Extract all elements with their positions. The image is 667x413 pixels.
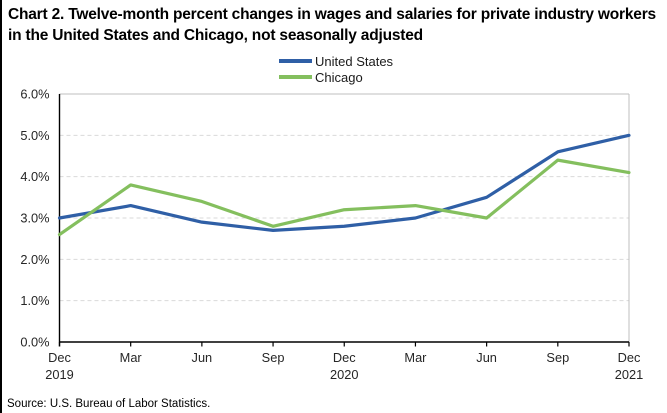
united-states-series-line xyxy=(57,133,631,232)
x-tick-year-label: 2019 xyxy=(45,367,73,382)
y-tick-label: 4.0% xyxy=(20,169,49,184)
x-tick-year-label: 2020 xyxy=(330,367,358,382)
y-tick-label: 5.0% xyxy=(20,128,49,143)
legend-item-united-states: United States xyxy=(279,53,393,69)
x-tick-year-label: 2021 xyxy=(615,367,643,382)
legend: United States Chicago xyxy=(279,53,393,85)
x-tick-label: Dec xyxy=(618,350,641,365)
legend-item-chicago: Chicago xyxy=(279,69,393,85)
source-note: Source: U.S. Bureau of Labor Statistics. xyxy=(7,398,211,410)
x-tick-label: Jun xyxy=(476,350,497,365)
x-tick-label: Dec xyxy=(333,350,356,365)
legend-label-united-states: United States xyxy=(315,53,394,69)
x-tick-label: Sep xyxy=(262,350,285,365)
x-tick-label: Dec xyxy=(48,350,71,365)
y-tick-label: 3.0% xyxy=(20,211,49,226)
chart-title: Chart 2. Twelve-month percent changes in… xyxy=(8,6,656,44)
y-tick-label: 0.0% xyxy=(20,335,49,350)
chicago-series-line xyxy=(57,158,631,237)
y-tick-label: 6.0% xyxy=(20,87,49,102)
x-tick-label: Mar xyxy=(120,350,143,365)
chicago-line-swatch xyxy=(279,75,312,79)
y-tick-label: 2.0% xyxy=(20,252,49,267)
legend-label-chicago: Chicago xyxy=(315,69,363,85)
united-states-line-swatch xyxy=(279,59,312,63)
x-tick-label: Mar xyxy=(404,350,427,365)
x-tick-label: Jun xyxy=(192,350,213,365)
y-tick-label: 1.0% xyxy=(20,293,49,308)
x-tick-label: Sep xyxy=(546,350,569,365)
